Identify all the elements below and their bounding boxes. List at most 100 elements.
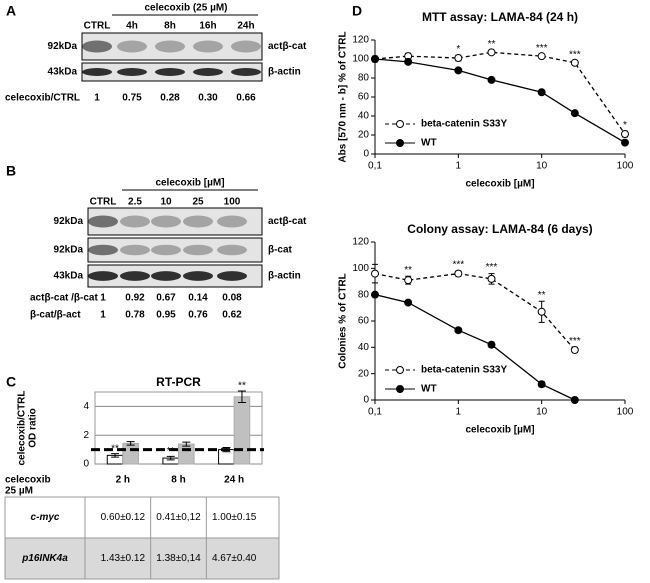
blot-band: [88, 244, 118, 256]
lane-label: 100: [224, 197, 241, 208]
blot-band: [151, 244, 181, 256]
significance: ***: [569, 50, 581, 61]
table-row-label: p16INK4a: [21, 553, 68, 564]
legend-label: beta-catenin S33Y: [421, 119, 507, 130]
bar: [122, 442, 139, 465]
table-row-label: c-myc: [31, 512, 60, 523]
ratio-value: 0.78: [125, 310, 145, 321]
ratio-value: 0.66: [236, 93, 256, 104]
series-line: [374, 294, 576, 401]
data-point: [621, 130, 629, 139]
blot-band: [217, 271, 247, 281]
significance: **: [111, 443, 119, 454]
axes: [374, 242, 625, 401]
error-bar: [182, 441, 191, 447]
molecular-weight: 43kDa: [48, 67, 78, 78]
data-point: [454, 326, 463, 335]
ratio-value: 0.75: [122, 93, 142, 104]
significance: ***: [452, 260, 464, 271]
legend-label: WT: [421, 138, 437, 149]
error-bar: [166, 455, 175, 461]
y-tick-label: 60: [358, 316, 370, 327]
panel-label: D: [352, 3, 362, 19]
y-axis-label: celecoxib/CTRL: [17, 390, 28, 465]
lane-label: 4h: [126, 21, 138, 32]
legend-marker: [396, 139, 404, 147]
table-cell: 0.60±0.12: [101, 512, 146, 523]
data-point: [371, 269, 379, 278]
treatment-label: celecoxib [µM]: [155, 178, 224, 189]
blot-band: [82, 68, 112, 76]
significance: ***: [536, 43, 548, 54]
data-point: [537, 88, 546, 97]
series-line: [374, 272, 576, 351]
y-tick-label: 120: [352, 35, 369, 46]
data-point: [570, 58, 579, 67]
significance: **: [538, 290, 546, 301]
panel-label: C: [6, 374, 16, 390]
x-tick-label: 0,1: [368, 407, 382, 418]
y-tick-label: 0: [363, 149, 369, 160]
y-tick-label: 60: [358, 92, 370, 103]
error-bar: [237, 390, 246, 404]
blot-band: [231, 68, 261, 76]
y-tick-label: 20: [358, 130, 370, 141]
ratio-value: 0.28: [160, 93, 180, 104]
axes: [374, 40, 625, 155]
data-point: [454, 269, 463, 278]
significance: *: [456, 44, 460, 55]
x-tick-label: 2 h: [116, 475, 130, 486]
blot-band: [155, 68, 185, 76]
blot-image: [81, 32, 263, 61]
ratio-value: 1: [100, 293, 106, 304]
x-tick-label: 1: [456, 161, 462, 172]
y-tick-label: 120: [352, 237, 369, 248]
y-axis-label: OD ratio: [28, 408, 39, 447]
table-cell: 4.67±0.40: [212, 553, 257, 564]
legend-marker: [396, 120, 404, 128]
y-tick-label: 0: [83, 459, 89, 470]
blot-band: [120, 271, 150, 281]
lane-label: CTRL: [90, 197, 117, 208]
significance: **: [404, 265, 412, 276]
data-point: [487, 340, 496, 349]
ratio-value: 0.30: [198, 93, 218, 104]
ratio-value: 0.76: [188, 310, 208, 321]
blot-band: [82, 40, 112, 53]
data-point: [454, 66, 463, 75]
x-tick-label: 1: [456, 407, 462, 418]
blot-band: [183, 244, 213, 256]
y-tick-label: 80: [358, 73, 370, 84]
data-point: [570, 345, 579, 354]
y-tick-label: 80: [358, 289, 370, 300]
ratio-value: 0.95: [156, 310, 176, 321]
y-tick-label: 20: [358, 368, 370, 379]
data-point: [371, 55, 379, 63]
bar: [178, 443, 195, 465]
data-point: [570, 396, 579, 404]
x-axis-label: celecoxib: [5, 475, 51, 486]
blot-band: [231, 40, 261, 53]
blot-target: β-actin: [268, 67, 301, 78]
table-cell: 1.43±0.12: [101, 553, 146, 564]
data-point: [487, 274, 496, 283]
lane-label: 25: [192, 197, 204, 208]
significance: **: [488, 39, 496, 50]
data-point: [537, 307, 546, 316]
ratio-value: 1: [94, 93, 100, 104]
blot-target: β-actin: [268, 271, 301, 282]
blot-band: [151, 271, 181, 281]
significance: **: [167, 446, 175, 457]
ratio-value: 0.67: [156, 293, 176, 304]
x-tick-label: 10: [536, 407, 548, 418]
ratio-value: 0.14: [188, 293, 208, 304]
blot-target: β-cat: [268, 245, 293, 256]
table-cell: 1.00±0.15: [212, 512, 257, 523]
blot-band: [193, 68, 223, 76]
chart-title: MTT assay: LAMA-84 (24 h): [422, 10, 578, 24]
data-point: [487, 75, 496, 84]
molecular-weight: 92kDa: [48, 41, 78, 52]
blot-band: [120, 244, 150, 256]
legend-label: WT: [421, 384, 437, 395]
